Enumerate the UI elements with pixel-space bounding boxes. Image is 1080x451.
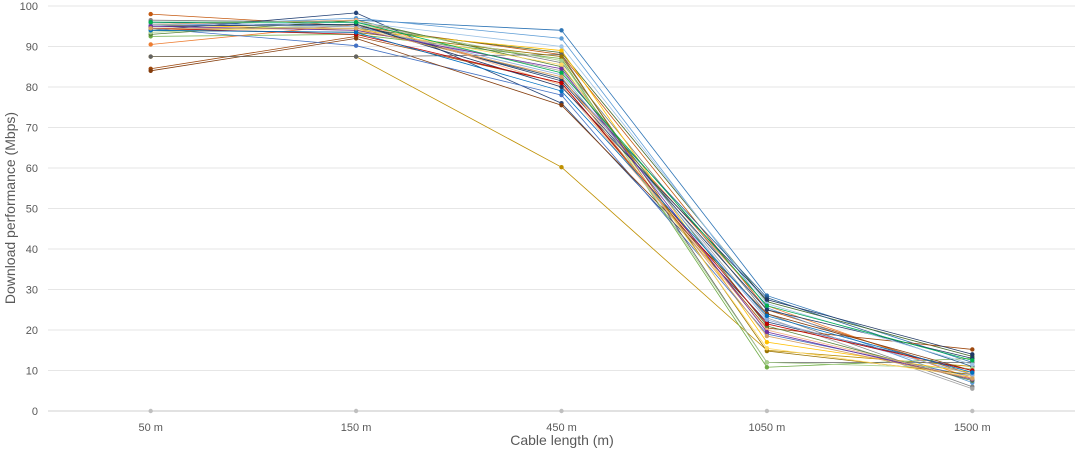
data-point (559, 75, 563, 79)
y-tick-label: 30 (26, 285, 38, 297)
data-point (765, 308, 769, 312)
y-tick-label: 100 (20, 1, 38, 13)
data-point (970, 362, 974, 366)
data-point (559, 58, 563, 62)
line-chart: 0 10 20 30 40 50 60 70 80 90 100 50 m 150 m 450 m 105… (0, 0, 1080, 451)
chart-canvas: 0102030405060708090100 50 m 150 m 450 m 105… (0, 0, 1080, 451)
data-point (354, 43, 358, 47)
data-point (559, 28, 563, 32)
y-tick-label: 10 (26, 366, 38, 378)
data-point (765, 334, 769, 338)
data-point (559, 89, 563, 93)
data-point (149, 26, 153, 30)
data-point (559, 81, 563, 85)
data-point (149, 12, 153, 16)
y-tick-label: 20 (26, 325, 38, 337)
data-point (354, 36, 358, 40)
data-point (970, 370, 974, 374)
y-axis-title: Download performance (Mbps) (2, 112, 18, 304)
data-point (765, 346, 769, 350)
x-axis-title: Cable length (m) (510, 432, 614, 448)
data-point (559, 165, 563, 169)
data-point (765, 304, 769, 308)
data-point (765, 340, 769, 344)
data-point (970, 358, 974, 362)
y-axis-ticks: 0 10 20 30 40 50 60 70 80 90 100 (20, 1, 38, 418)
data-point (970, 352, 974, 356)
data-point (149, 409, 153, 413)
y-tick-label: 70 (26, 123, 38, 135)
x-tick-label: 1500 m (954, 422, 991, 434)
data-point (559, 85, 563, 89)
y-tick-label: 0 (32, 406, 38, 418)
series-s28 (149, 20, 975, 363)
data-point (149, 42, 153, 46)
data-point (354, 11, 358, 15)
data-point (970, 347, 974, 351)
series-zero (149, 409, 975, 413)
data-point (970, 387, 974, 391)
data-point (970, 409, 974, 413)
data-point (354, 54, 358, 58)
y-tick-label: 40 (26, 244, 38, 256)
data-point (765, 365, 769, 369)
data-point (354, 26, 358, 30)
data-point (765, 318, 769, 322)
data-point (354, 409, 358, 413)
data-point (559, 93, 563, 97)
data-point (354, 20, 358, 24)
data-point (559, 44, 563, 48)
data-point (559, 63, 563, 67)
x-tick-label: 1050 m (749, 422, 786, 434)
data-point (559, 103, 563, 107)
data-point (559, 409, 563, 413)
data-point (149, 54, 153, 58)
y-tick-label: 90 (26, 42, 38, 54)
y-tick-label: 50 (26, 204, 38, 216)
data-point (765, 409, 769, 413)
y-tick-label: 80 (26, 82, 38, 94)
data-point (559, 71, 563, 75)
data-point (765, 297, 769, 301)
data-point (970, 376, 974, 380)
data-point (354, 30, 358, 34)
x-tick-label: 50 m (138, 422, 162, 434)
data-point (765, 314, 769, 318)
data-point (149, 69, 153, 73)
data-point (149, 20, 153, 24)
series-group (149, 11, 975, 414)
data-point (765, 360, 769, 364)
data-point (559, 67, 563, 71)
data-point (559, 54, 563, 58)
x-tick-label: 150 m (341, 422, 372, 434)
data-point (559, 36, 563, 40)
data-point (765, 322, 769, 326)
y-tick-label: 60 (26, 163, 38, 175)
